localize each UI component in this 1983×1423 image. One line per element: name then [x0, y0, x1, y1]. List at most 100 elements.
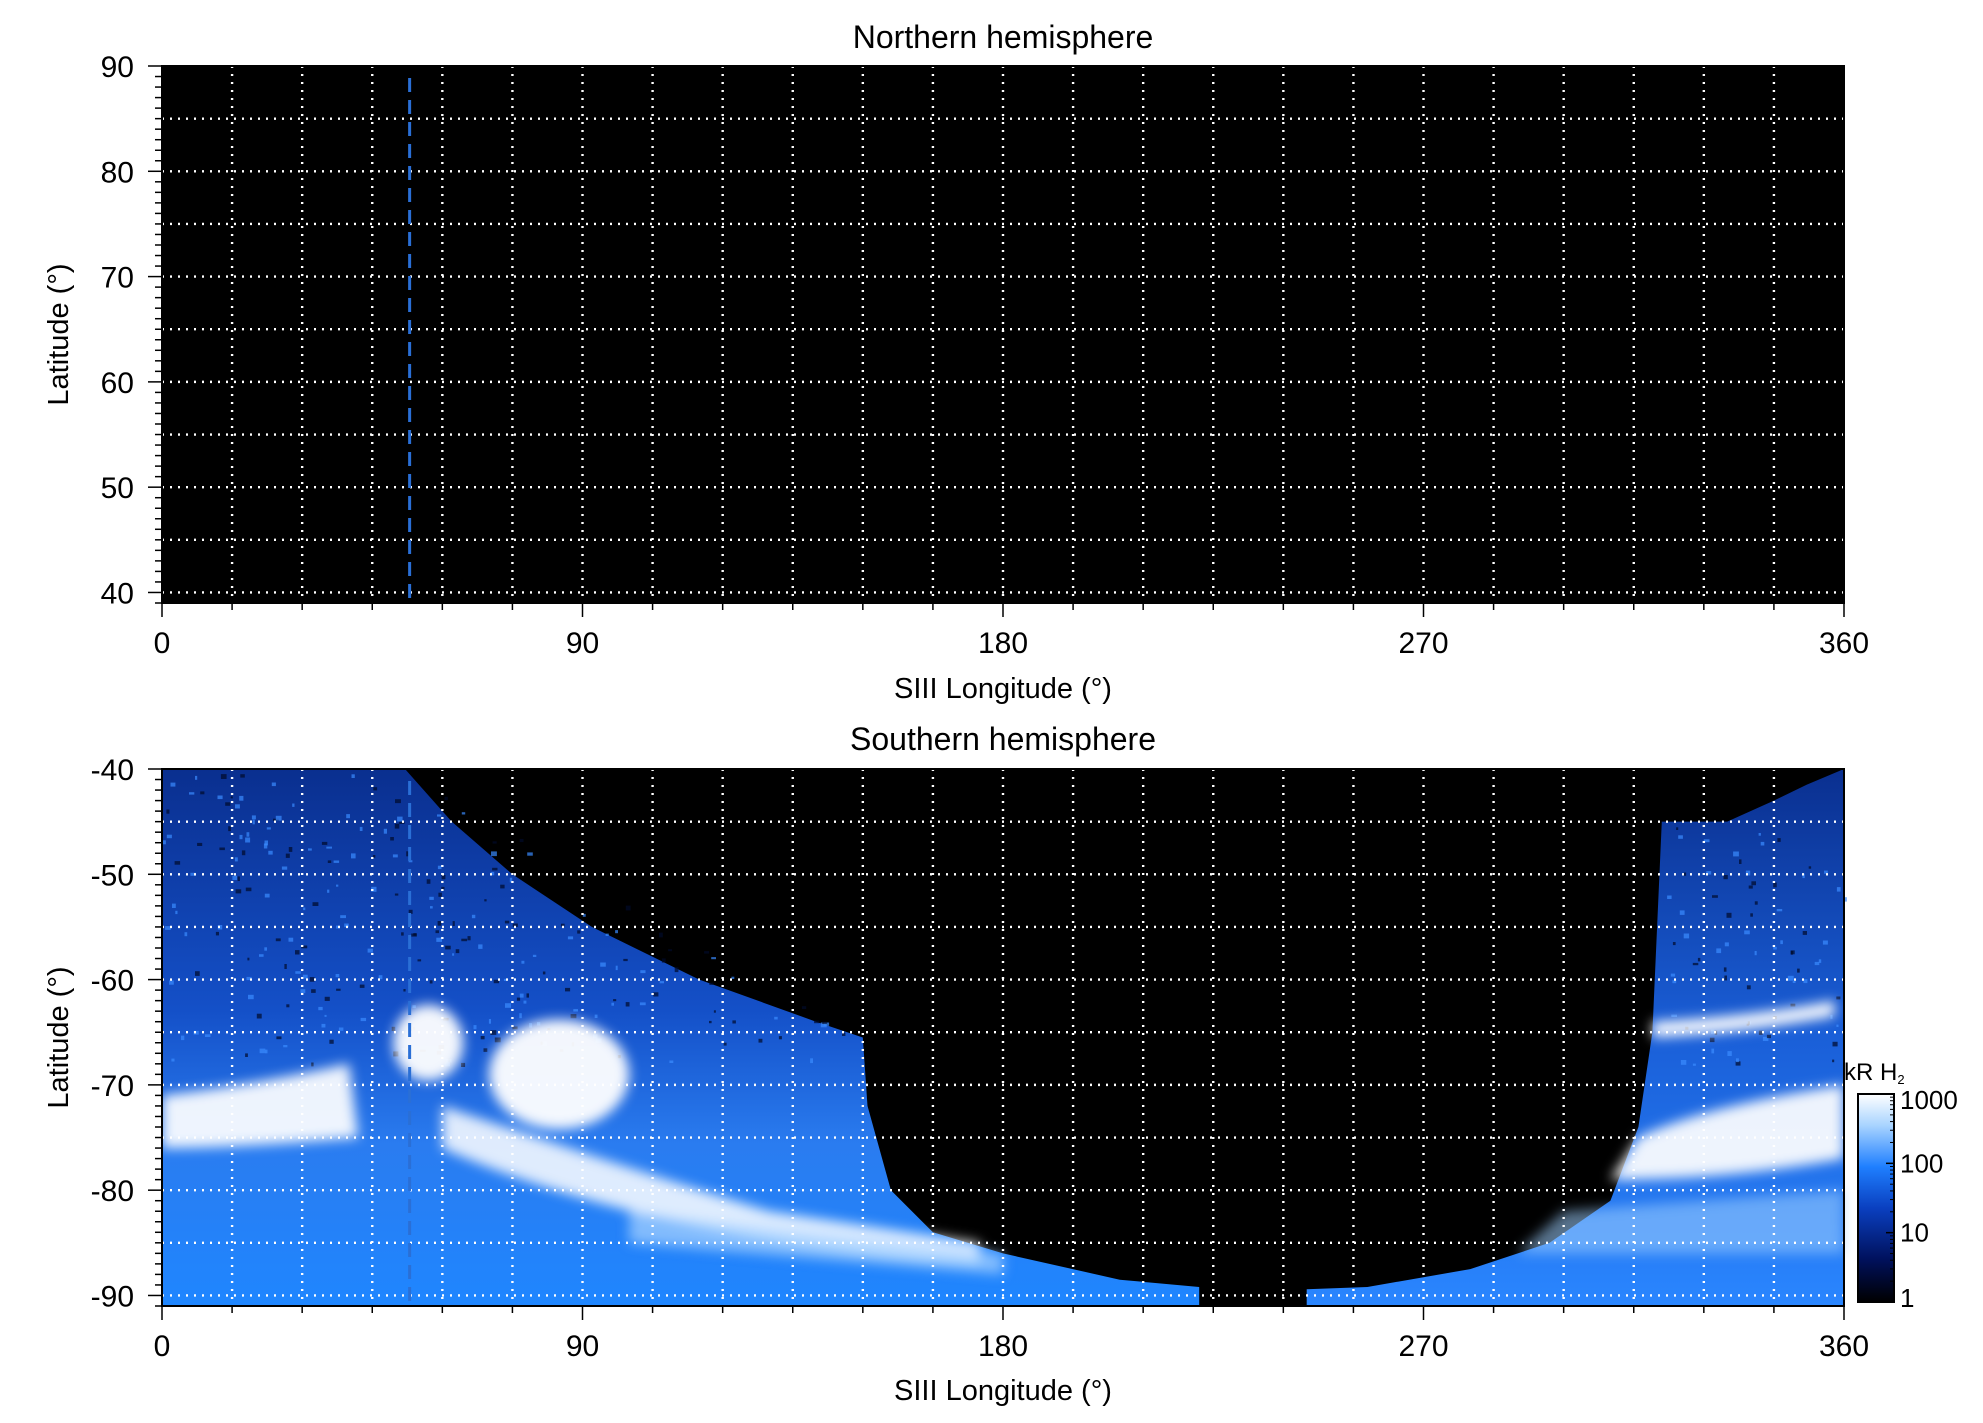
noise-pixel	[758, 1038, 763, 1043]
noise-pixel	[565, 987, 571, 992]
noise-pixel	[1802, 873, 1805, 879]
noise-pixel	[1692, 1063, 1696, 1066]
colorbar-gradient	[1857, 1093, 1895, 1303]
noise-pixel	[324, 1014, 327, 1017]
noise-pixel	[197, 842, 203, 846]
noise-pixel	[1744, 930, 1750, 935]
noise-pixel	[704, 951, 710, 954]
noise-pixel	[327, 889, 330, 893]
noise-pixel	[1723, 875, 1728, 880]
bright-arc	[442, 1105, 980, 1264]
noise-pixel	[1724, 942, 1729, 947]
noise-pixel	[248, 994, 254, 1000]
noise-pixel	[732, 1020, 736, 1024]
noise-pixel	[1762, 1036, 1769, 1041]
noise-pixel	[490, 871, 495, 876]
noise-pixel	[256, 1013, 262, 1019]
x-tick-label: 360	[1819, 1330, 1869, 1363]
noise-pixel	[367, 948, 373, 953]
y-tick-label: -40	[91, 754, 134, 787]
noise-pixel	[215, 931, 219, 936]
noise-pixel	[503, 978, 508, 981]
noise-pixel	[429, 980, 433, 984]
noise-pixel	[437, 921, 442, 926]
noise-pixel	[623, 958, 628, 962]
noise-pixel	[1822, 940, 1828, 945]
y-tick-label: 60	[101, 367, 134, 400]
noise-pixel	[774, 1016, 778, 1020]
noise-pixel	[241, 850, 246, 856]
bright-band	[1610, 1084, 1844, 1180]
noise-pixel	[395, 799, 401, 804]
panel-title: Southern hemisphere	[850, 721, 1156, 757]
colorbar-ticks: 1 10 100 1000	[1886, 1085, 1958, 1313]
noise-pixel	[1683, 872, 1687, 876]
noise-pixel	[1697, 957, 1701, 962]
noise-pixel	[461, 1062, 466, 1067]
noise-pixel	[359, 984, 365, 988]
noise-pixel	[403, 989, 406, 992]
y-tick-label: -60	[91, 965, 134, 998]
noise-pixel	[709, 982, 714, 985]
y-tick-label: -50	[91, 859, 134, 892]
y-tick-label: 70	[101, 262, 134, 295]
noise-pixel	[500, 884, 505, 889]
y-tick-label: -80	[91, 1175, 134, 1208]
noise-pixel	[1843, 897, 1847, 902]
x-tick-label: 0	[154, 1330, 171, 1363]
noise-pixel	[300, 989, 306, 994]
noise-pixel	[711, 957, 716, 960]
noise-pixel	[174, 861, 181, 865]
noise-pixel	[302, 974, 308, 979]
noise-pixel	[1780, 940, 1783, 945]
y-tick-label: -70	[91, 1070, 134, 1103]
noise-pixel	[234, 857, 238, 862]
colorbar-tick-label: 10	[1900, 1218, 1929, 1248]
noise-pixel	[519, 1013, 522, 1019]
noise-pixel	[441, 875, 446, 880]
noise-pixel	[285, 853, 290, 858]
noise-pixel	[392, 854, 398, 858]
panel-title: Northern hemisphere	[853, 19, 1154, 55]
noise-pixel	[351, 774, 355, 778]
noise-pixel	[1748, 885, 1753, 889]
noise-pixel	[810, 1058, 813, 1064]
noise-pixel	[1678, 835, 1683, 839]
noise-pixel	[430, 906, 433, 909]
noise-pixel	[516, 997, 521, 1001]
noise-pixel	[1836, 1024, 1839, 1027]
noise-pixel	[526, 993, 529, 998]
noise-pixel	[1790, 1003, 1796, 1007]
noise-pixel	[245, 1053, 248, 1057]
noise-pixel	[625, 1002, 630, 1007]
grid-lines	[162, 769, 1844, 1306]
noise-pixel	[397, 816, 403, 822]
noise-pixel	[171, 1058, 175, 1062]
noise-pixel	[1733, 851, 1739, 857]
noise-pixel	[399, 821, 405, 824]
noise-pixel	[1672, 942, 1676, 946]
noise-pixel	[266, 827, 271, 830]
noise-pixel	[709, 1020, 712, 1024]
emission-layer	[162, 769, 1847, 1306]
noise-pixel	[778, 1036, 782, 1040]
bright-band	[1652, 1000, 1835, 1038]
noise-pixel	[190, 872, 196, 876]
noise-pixel	[1754, 951, 1757, 956]
noise-pixel	[321, 1023, 326, 1028]
noise-pixel	[246, 832, 250, 837]
colorbar: kR H2 1 10 100 1000	[1844, 1059, 1958, 1313]
noise-pixel	[582, 913, 586, 917]
noise-pixel	[512, 923, 518, 927]
noise-pixel	[1824, 870, 1828, 874]
panel-southern: Southern hemisphere -40 -50 -60 -70 -80 -90 0 9…	[43, 721, 1869, 1407]
noise-pixel	[444, 796, 448, 801]
noise-pixel	[1672, 980, 1677, 984]
noise-pixel	[674, 967, 679, 973]
noise-pixel	[391, 1026, 396, 1031]
noise-pixel	[561, 923, 565, 927]
noise-pixel	[281, 866, 288, 870]
noise-pixel	[247, 957, 250, 961]
noise-pixel	[504, 920, 510, 924]
